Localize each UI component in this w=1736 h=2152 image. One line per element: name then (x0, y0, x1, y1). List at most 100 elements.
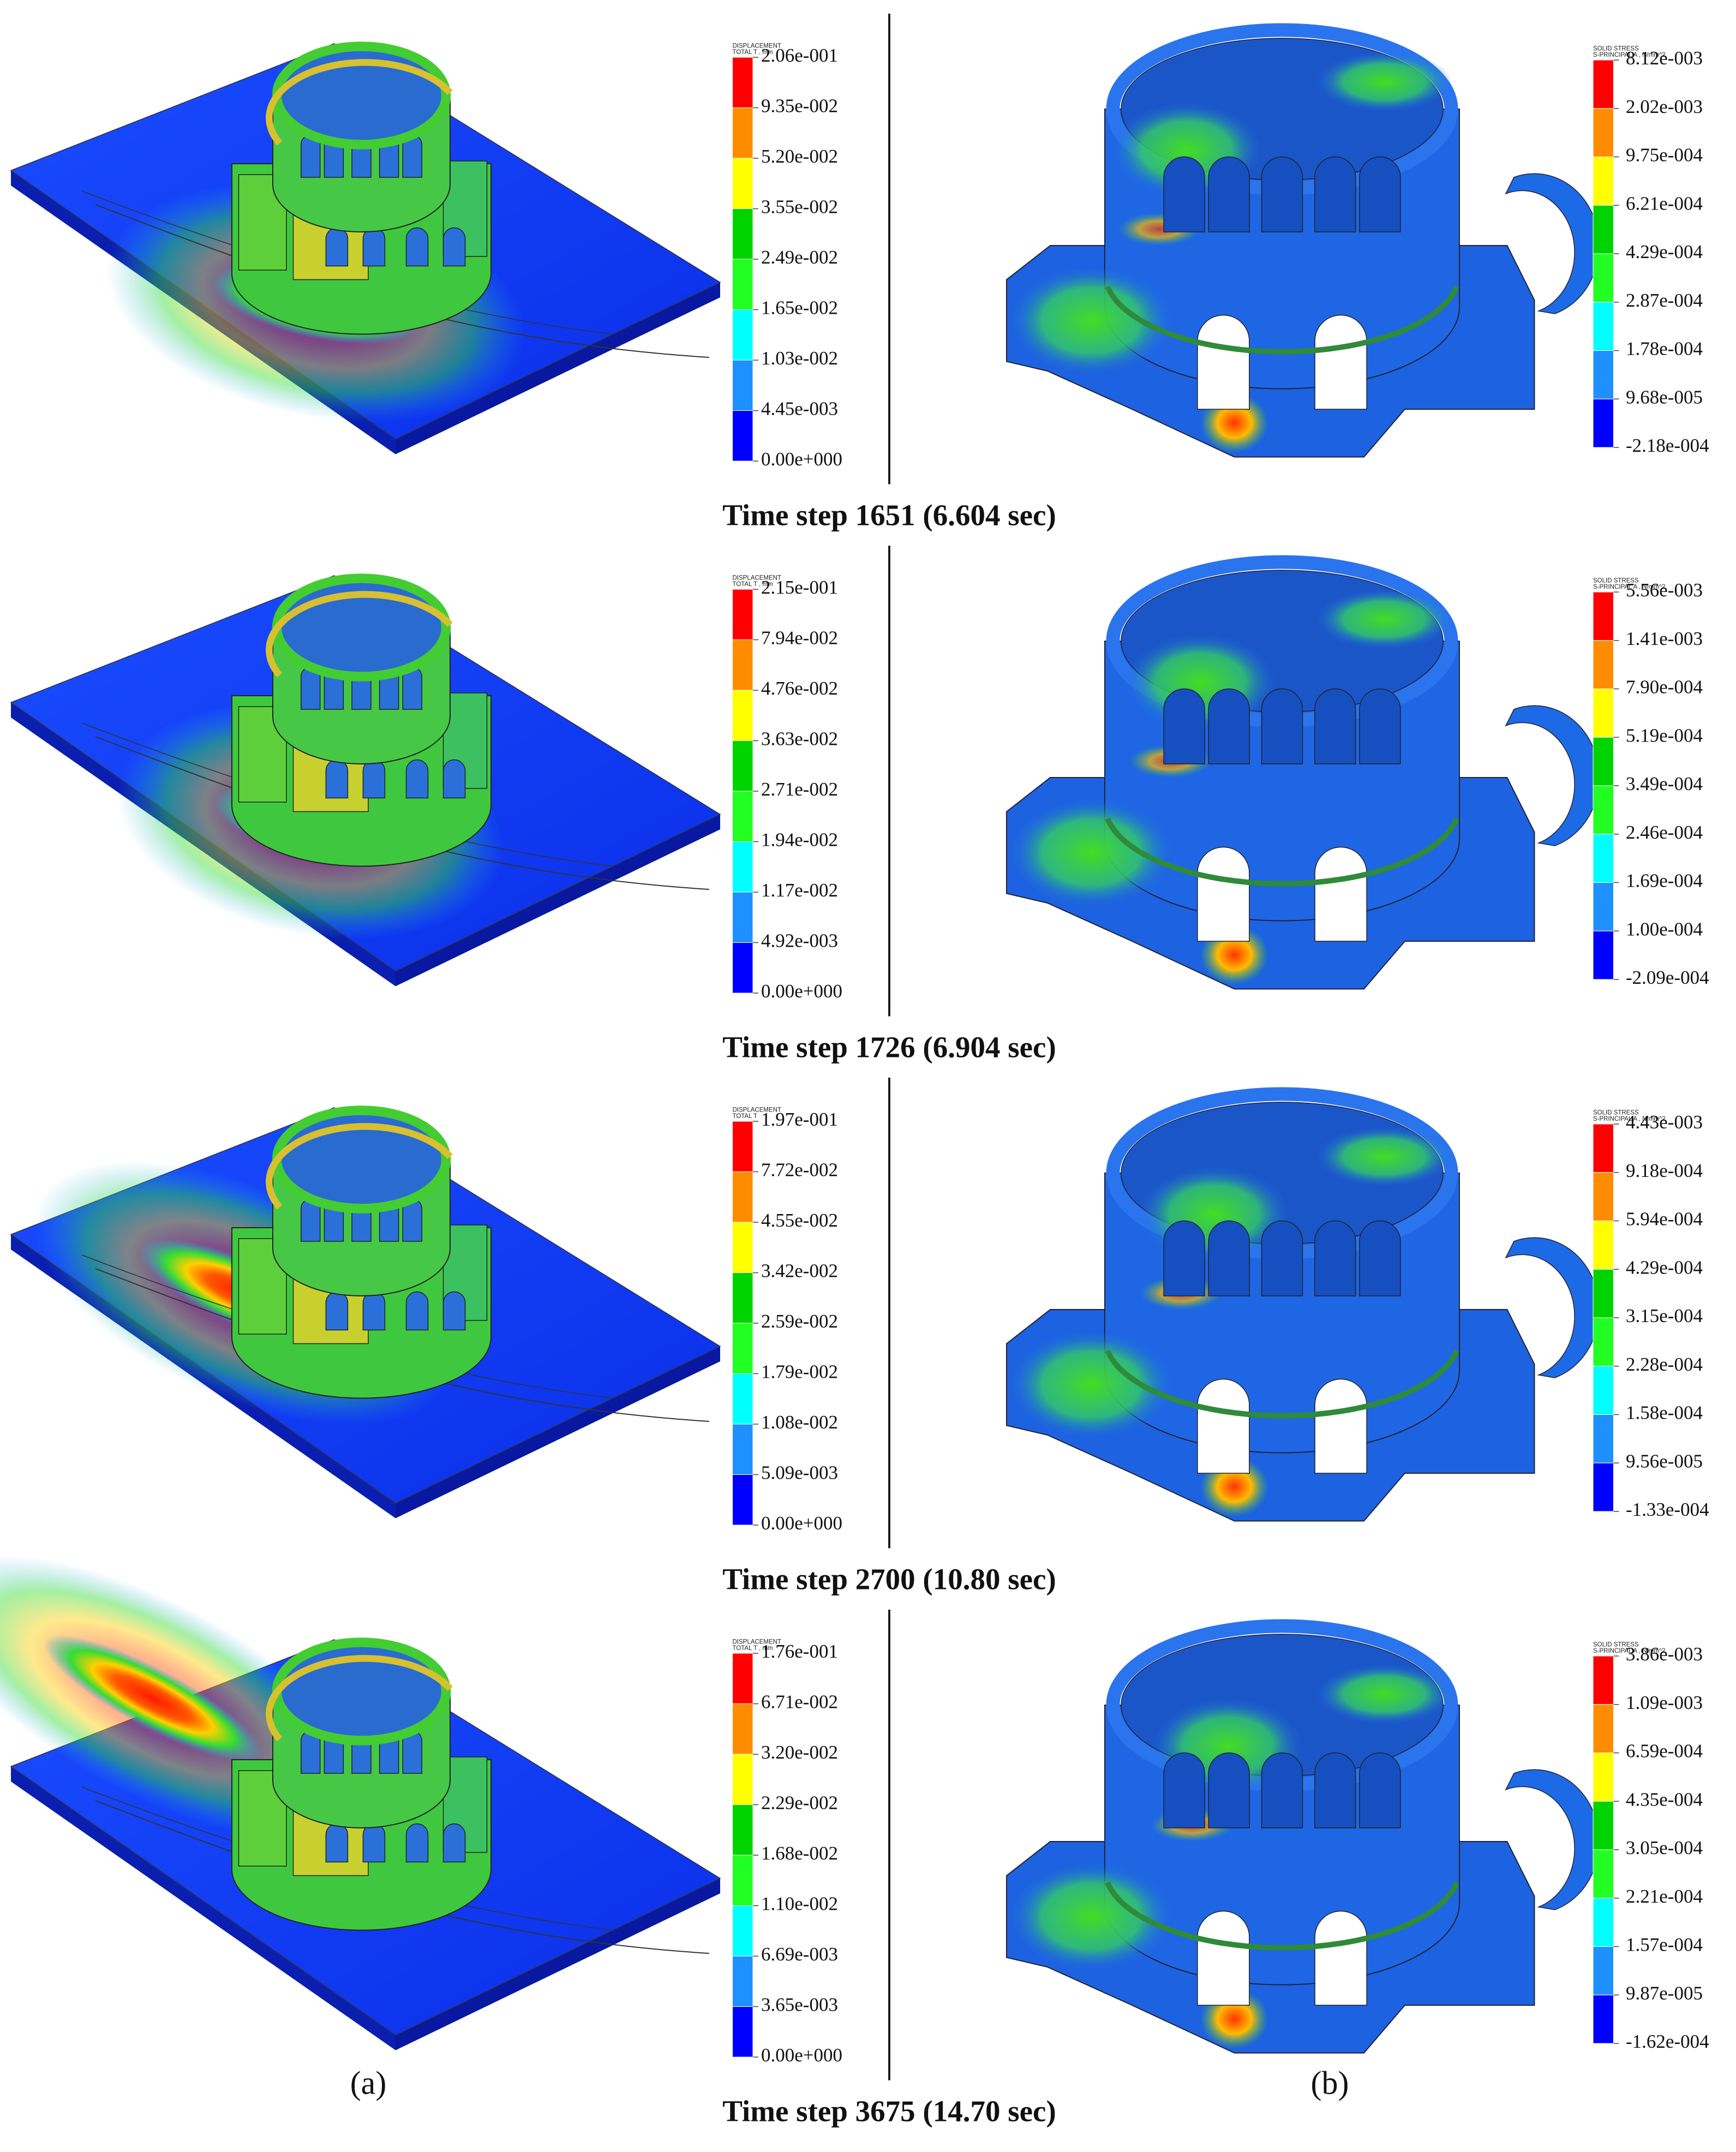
legend-band (732, 1373, 753, 1425)
legend-band (1593, 1801, 1614, 1850)
window (1314, 1379, 1367, 1474)
window (325, 227, 349, 267)
legend-label: 4.43e-003 (1626, 1111, 1703, 1133)
window (1163, 156, 1205, 232)
caption: Time step 2700 (10.80 sec) (722, 1563, 1056, 1596)
legend-band (1593, 930, 1614, 980)
stress-patch (1316, 1664, 1453, 1724)
dome-rib (266, 1655, 453, 1742)
legend-band (732, 1424, 753, 1475)
legend-band (1593, 785, 1614, 835)
window (1208, 688, 1250, 764)
caption: Time step 1651 (6.604 sec) (722, 499, 1056, 532)
legend-label: 2.06e-001 (761, 45, 838, 66)
window (442, 1823, 466, 1863)
window (1197, 1378, 1250, 1474)
legend-label: 9.56e-005 (1626, 1450, 1703, 1472)
legend-label: 7.72e-002 (761, 1159, 838, 1181)
legend-label: 1.41e-003 (1626, 628, 1703, 649)
legend-band (732, 740, 753, 792)
legend-band (732, 841, 753, 893)
legend-label: 1.78e-004 (1626, 338, 1703, 360)
legend-label: 1.76e-001 (761, 1641, 838, 1662)
legend-label: 9.87e-005 (1626, 1982, 1703, 2004)
legend-label: 2.49e-002 (761, 247, 838, 268)
stress-patch (1316, 52, 1453, 112)
legend-band (1593, 689, 1614, 738)
window (1359, 156, 1401, 232)
legend-label: 4.55e-002 (761, 1210, 838, 1231)
legend-band (732, 1855, 753, 1906)
legend-label: 2.15e-001 (761, 577, 838, 598)
legend-label: 5.19e-004 (1626, 725, 1703, 746)
window (1261, 156, 1303, 232)
plate-side (396, 814, 720, 987)
legend-band (1593, 1655, 1614, 1705)
legend-band (732, 1222, 753, 1274)
legend-label: 1.00e-004 (1626, 918, 1703, 940)
legend-band (732, 1754, 753, 1805)
legend-band (1593, 302, 1614, 351)
window (1359, 1220, 1401, 1296)
legend-band (1593, 1994, 1614, 2044)
ring (1105, 285, 1459, 355)
legend-label: 1.10e-002 (761, 1893, 838, 1915)
legend-band (1593, 1462, 1614, 1512)
legend-label: 3.15e-004 (1626, 1305, 1703, 1326)
window (1208, 156, 1250, 232)
legend-title: DISPLACEMENT (733, 575, 781, 582)
legend-label: 3.63e-002 (761, 728, 838, 750)
legend-band (732, 1703, 753, 1755)
legend-band (732, 1272, 753, 1324)
legend-band (732, 1804, 753, 1856)
legend-band (732, 942, 753, 994)
window (362, 1291, 386, 1331)
legend-label: 3.55e-002 (761, 196, 838, 218)
legend-label: 5.94e-004 (1626, 1209, 1703, 1230)
plate-side (396, 1346, 720, 1519)
window (1261, 688, 1303, 764)
legend-label: 1.08e-002 (761, 1412, 838, 1433)
window (1314, 1752, 1356, 1828)
dome-rib (266, 1123, 453, 1210)
legend-label: 4.76e-002 (761, 678, 838, 699)
panel-label: (a) (350, 2065, 387, 2101)
window (1359, 1752, 1401, 1828)
legend-band (1593, 1123, 1614, 1173)
legend-label: 1.69e-004 (1626, 870, 1703, 892)
legend-band (1593, 157, 1614, 206)
legend-band (732, 158, 753, 210)
legend-label: -2.18e-004 (1626, 435, 1709, 456)
legend-label: 4.92e-003 (761, 930, 838, 952)
legend-band (1593, 205, 1614, 254)
window (405, 1823, 429, 1863)
legend-label: 1.94e-002 (761, 829, 838, 851)
window (1261, 1752, 1303, 1828)
legend-label: 3.42e-002 (761, 1260, 838, 1282)
legend-title: S-PRINCIPAL A , N/mm^2 (1593, 584, 1666, 590)
legend-label: -1.33e-004 (1626, 1499, 1709, 1520)
window (1359, 688, 1401, 764)
window (1208, 1752, 1250, 1828)
legend-title: TOTAL T , mm (733, 1645, 773, 1652)
legend-label: 7.90e-004 (1626, 677, 1703, 698)
caption: Time step 3675 (14.70 sec) (722, 2095, 1056, 2128)
legend-label: 7.94e-002 (761, 627, 838, 649)
legend-label: 1.03e-002 (761, 348, 838, 369)
window (1163, 688, 1205, 764)
legend-band (732, 1121, 753, 1173)
legend-label: 5.09e-003 (761, 1462, 838, 1484)
legend-label: 6.59e-004 (1626, 1741, 1703, 1762)
legend-label: 1.09e-003 (1626, 1692, 1703, 1713)
legend-band (1593, 737, 1614, 786)
legend-band (732, 639, 753, 691)
legend-band (732, 1956, 753, 2007)
window (1208, 1220, 1250, 1296)
window (1314, 688, 1356, 764)
window (325, 759, 349, 799)
window (1314, 1911, 1367, 2006)
window (1197, 1910, 1250, 2006)
legend-title: S-PRINCIPAL A , N/mm^2 (1593, 1116, 1666, 1122)
